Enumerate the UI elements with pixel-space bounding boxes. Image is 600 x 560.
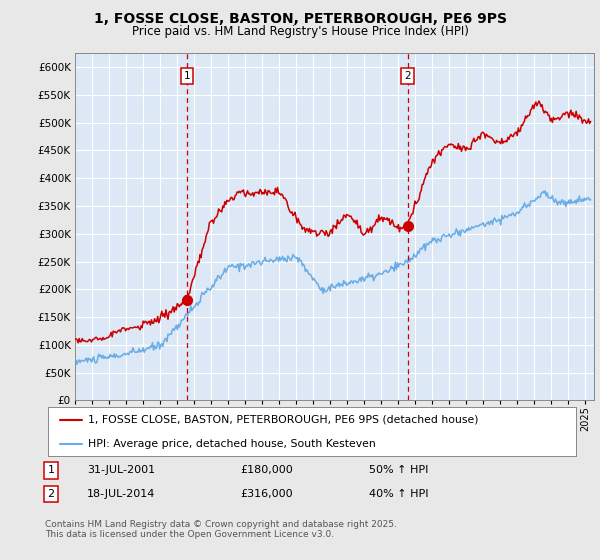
Text: Price paid vs. HM Land Registry's House Price Index (HPI): Price paid vs. HM Land Registry's House … xyxy=(131,25,469,38)
Text: 1: 1 xyxy=(47,465,55,475)
Text: 1: 1 xyxy=(184,71,190,81)
Text: HPI: Average price, detached house, South Kesteven: HPI: Average price, detached house, Sout… xyxy=(88,438,376,449)
Text: £316,000: £316,000 xyxy=(240,489,293,499)
Text: 18-JUL-2014: 18-JUL-2014 xyxy=(87,489,155,499)
Text: 40% ↑ HPI: 40% ↑ HPI xyxy=(369,489,428,499)
Text: Contains HM Land Registry data © Crown copyright and database right 2025.
This d: Contains HM Land Registry data © Crown c… xyxy=(45,520,397,539)
Text: 50% ↑ HPI: 50% ↑ HPI xyxy=(369,465,428,475)
Text: 2: 2 xyxy=(47,489,55,499)
Text: 2: 2 xyxy=(404,71,411,81)
Text: 31-JUL-2001: 31-JUL-2001 xyxy=(87,465,155,475)
Text: 1, FOSSE CLOSE, BASTON, PETERBOROUGH, PE6 9PS (detached house): 1, FOSSE CLOSE, BASTON, PETERBOROUGH, PE… xyxy=(88,415,478,425)
Text: £180,000: £180,000 xyxy=(240,465,293,475)
Text: 1, FOSSE CLOSE, BASTON, PETERBOROUGH, PE6 9PS: 1, FOSSE CLOSE, BASTON, PETERBOROUGH, PE… xyxy=(94,12,506,26)
